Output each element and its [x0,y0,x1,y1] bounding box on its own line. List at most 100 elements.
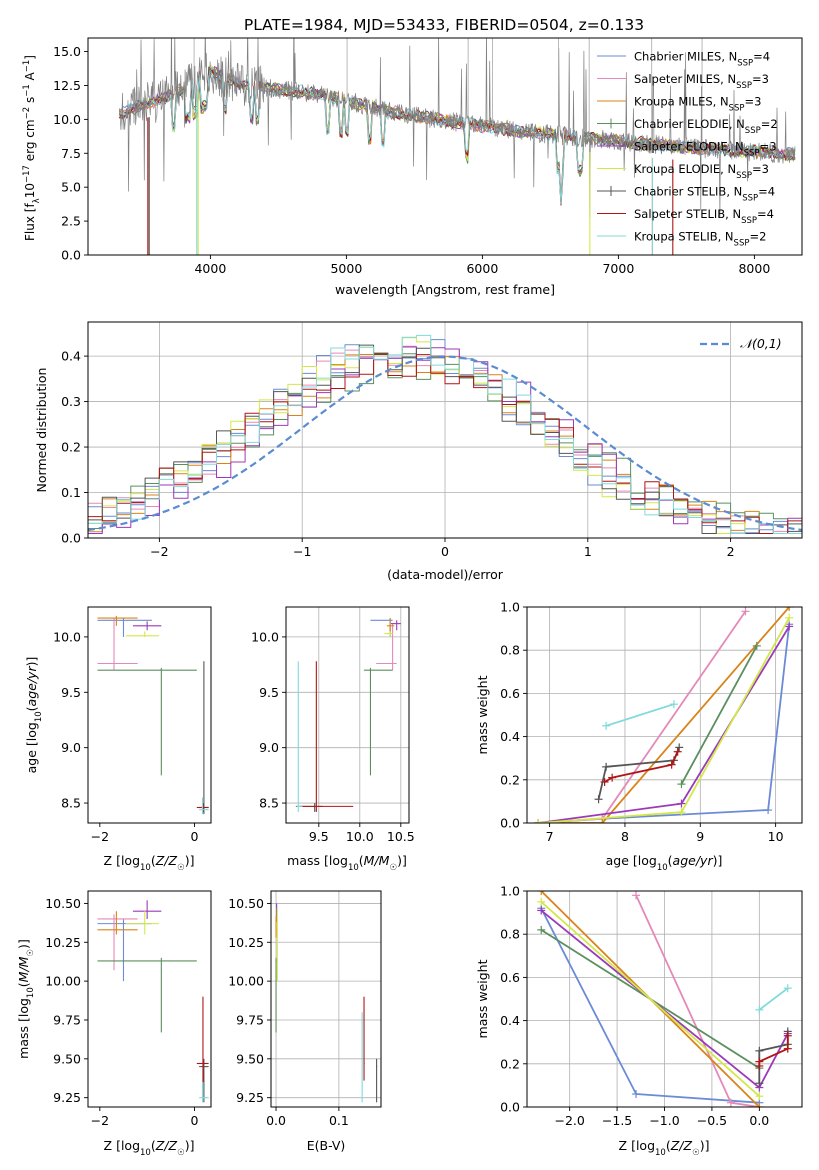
y-tick-label: 0.8 [500,927,520,942]
y-tick-label: 0.6 [500,970,520,985]
x-tick-label: 0.0 [266,1113,286,1128]
series-line-salpeter_miles [118,70,796,201]
x-axis-label: mass [log10(M/M☉)] [287,853,407,873]
axes-frame [87,890,212,1108]
gaussian-reference [88,355,802,532]
x-tick-label: 10.5 [387,829,415,844]
y-tick-label: 0.4 [500,1013,520,1028]
y-tick-label: 10.25 [228,935,264,950]
legend-label-salpeter_miles: Salpeter MILES, NSSP=3 [634,72,769,91]
legend-label-gaussian: 𝒩(0,1) [740,336,782,351]
y-tick-label: 0.3 [61,394,81,409]
y-tick-label: 9.75 [53,1012,81,1027]
y-tick-label: 10.0 [251,629,279,644]
y-tick-label: 0.1 [61,485,81,500]
plot-area-mass_vs_ebv [275,903,378,1103]
y-tick-label: 10.00 [45,974,81,989]
y-tick-label: 10.50 [45,896,81,911]
histogram-kroupa_stelib [88,334,802,534]
x-axis-label: wavelength [Angstrom, rest frame] [335,282,555,297]
y-tick-label: 1.0 [500,600,520,615]
axes-frame [87,606,212,824]
plot-area-age_vs_mass [295,618,401,812]
observed-spectrum [118,38,796,219]
y-tick-label: 5.0 [61,180,81,195]
y-tick-label: 10.00 [228,974,264,989]
y-tick-label: 10.50 [228,896,264,911]
series-line-chabrier_stelib [597,747,681,800]
y-tick-label: 9.50 [53,1051,81,1066]
series-line-chabrier_miles [119,72,796,202]
axes-frame [526,606,803,824]
plot-area-massweight_vs_Z [537,891,792,1107]
plot-area-spectrum [118,38,796,255]
x-tick-label: 0 [190,1113,198,1128]
y-tick-label: 9.5 [259,685,279,700]
plot-area-mass_vs_Z [97,900,209,1103]
x-tick-label: −2.0 [554,1113,584,1128]
x-tick-label: 8 [621,829,629,844]
axes-frame [270,890,382,1108]
x-axis-label: E(B-V) [307,1138,346,1153]
panel-massweight_vs_age: 7 8 9 10 0.0 0.2 0.4 0.6 0.8 1.0 [500,600,803,844]
panel-age_vs_Z: −2 0 8.5 9.0 9.5 10.0 [53,606,212,844]
histogram-salpeter_stelib [88,353,802,534]
y-tick-label: 0.2 [500,1056,520,1071]
panel-mass_vs_ebv: 0.0 0.1 9.25 9.50 9.75 10.00 10.25 10.50 [228,890,382,1128]
y-tick-label: 10.0 [53,112,81,127]
x-tick-label: 6000 [466,261,498,276]
histogram-kroupa_miles [88,353,802,534]
x-tick-label: 7 [546,829,554,844]
y-tick-label: 0.4 [500,729,520,744]
x-axis-label: Z [log10(Z/Z☉)] [104,853,195,873]
panel-residuals: −2 −1 0 1 2 0.0 0.1 0.2 0.3 0.4 𝒩(0,1) [61,321,803,559]
x-axis-label: (data-model)/error [387,567,504,582]
y-tick-label: 0.6 [500,686,520,701]
legend-label-chabrier_elodie: Chabrier ELODIE, NSSP=2 [634,117,778,136]
x-tick-label: 10 [768,829,784,844]
panel-massweight_vs_Z: −2.0 −1.5 −1.0 −0.5 0.0 0.0 0.2 0.4 0.6 0.8 1.0 [500,884,803,1128]
y-tick-label: 9.5 [61,685,81,700]
legend-label-salpeter_elodie: Salpeter ELODIE, NSSP=3 [634,140,777,159]
plot-area-residuals [88,334,802,534]
series-line-salpeter_stelib [604,751,679,783]
series-line-kroupa_stelib [758,987,789,1011]
y-axis-label: mass [log10(M/M☉)] [16,939,36,1059]
y-tick-label: 8.5 [259,796,279,811]
legend-label-kroupa_stelib: Kroupa STELIB, NSSP=2 [634,230,766,249]
y-tick-label: 9.50 [236,1051,264,1066]
x-tick-label: −2 [91,829,109,844]
y-axis-label: Flux [fλ10−17 erg cm−2 s−1 A−1] [22,55,42,241]
series-line-chabrier_stelib [758,1031,789,1084]
y-tick-label: 0.0 [61,248,81,263]
y-axis-label: age [log10(age/yr)] [24,657,44,774]
series-line-salpeter_miles [538,610,747,823]
axes-frame [285,606,410,824]
legend-label-chabrier_miles: Chabrier MILES, NSSP=4 [634,50,770,69]
y-tick-label: 9.25 [53,1090,81,1105]
y-tick-label: 0.2 [61,440,81,455]
x-tick-label: 0 [190,829,198,844]
series-line-kroupa_miles [538,607,790,823]
figure-title: PLATE=1984, MJD=53433, FIBERID=0504, z=0… [244,16,644,34]
y-tick-label: 2.5 [61,214,81,229]
y-tick-label: 0.0 [500,816,520,831]
x-axis-label: Z [log10(Z/Z☉)] [104,1138,195,1158]
y-tick-label: 10.0 [53,629,81,644]
x-axis-label: age [log10(age/yr)] [606,853,723,873]
plot-area-age_vs_Z [97,615,209,815]
y-axis-label: mass weight [475,959,490,1038]
legend: Chabrier MILES, NSSP=4 Salpeter MILES, NS… [597,50,778,249]
x-tick-label: 0.1 [329,1113,349,1128]
series-line-kroupa_miles [118,71,796,201]
series-line-chabrier_elodie [680,645,758,785]
x-tick-label: 9 [696,829,704,844]
x-tick-label: 4000 [194,261,226,276]
y-axis-label: mass weight [475,675,490,754]
x-tick-label: 7000 [602,261,634,276]
plot-area-massweight_vs_age [534,607,794,823]
y-tick-label: 1.0 [500,884,520,899]
series-line-kroupa_elodie [538,617,790,823]
x-tick-label: 5000 [330,261,362,276]
